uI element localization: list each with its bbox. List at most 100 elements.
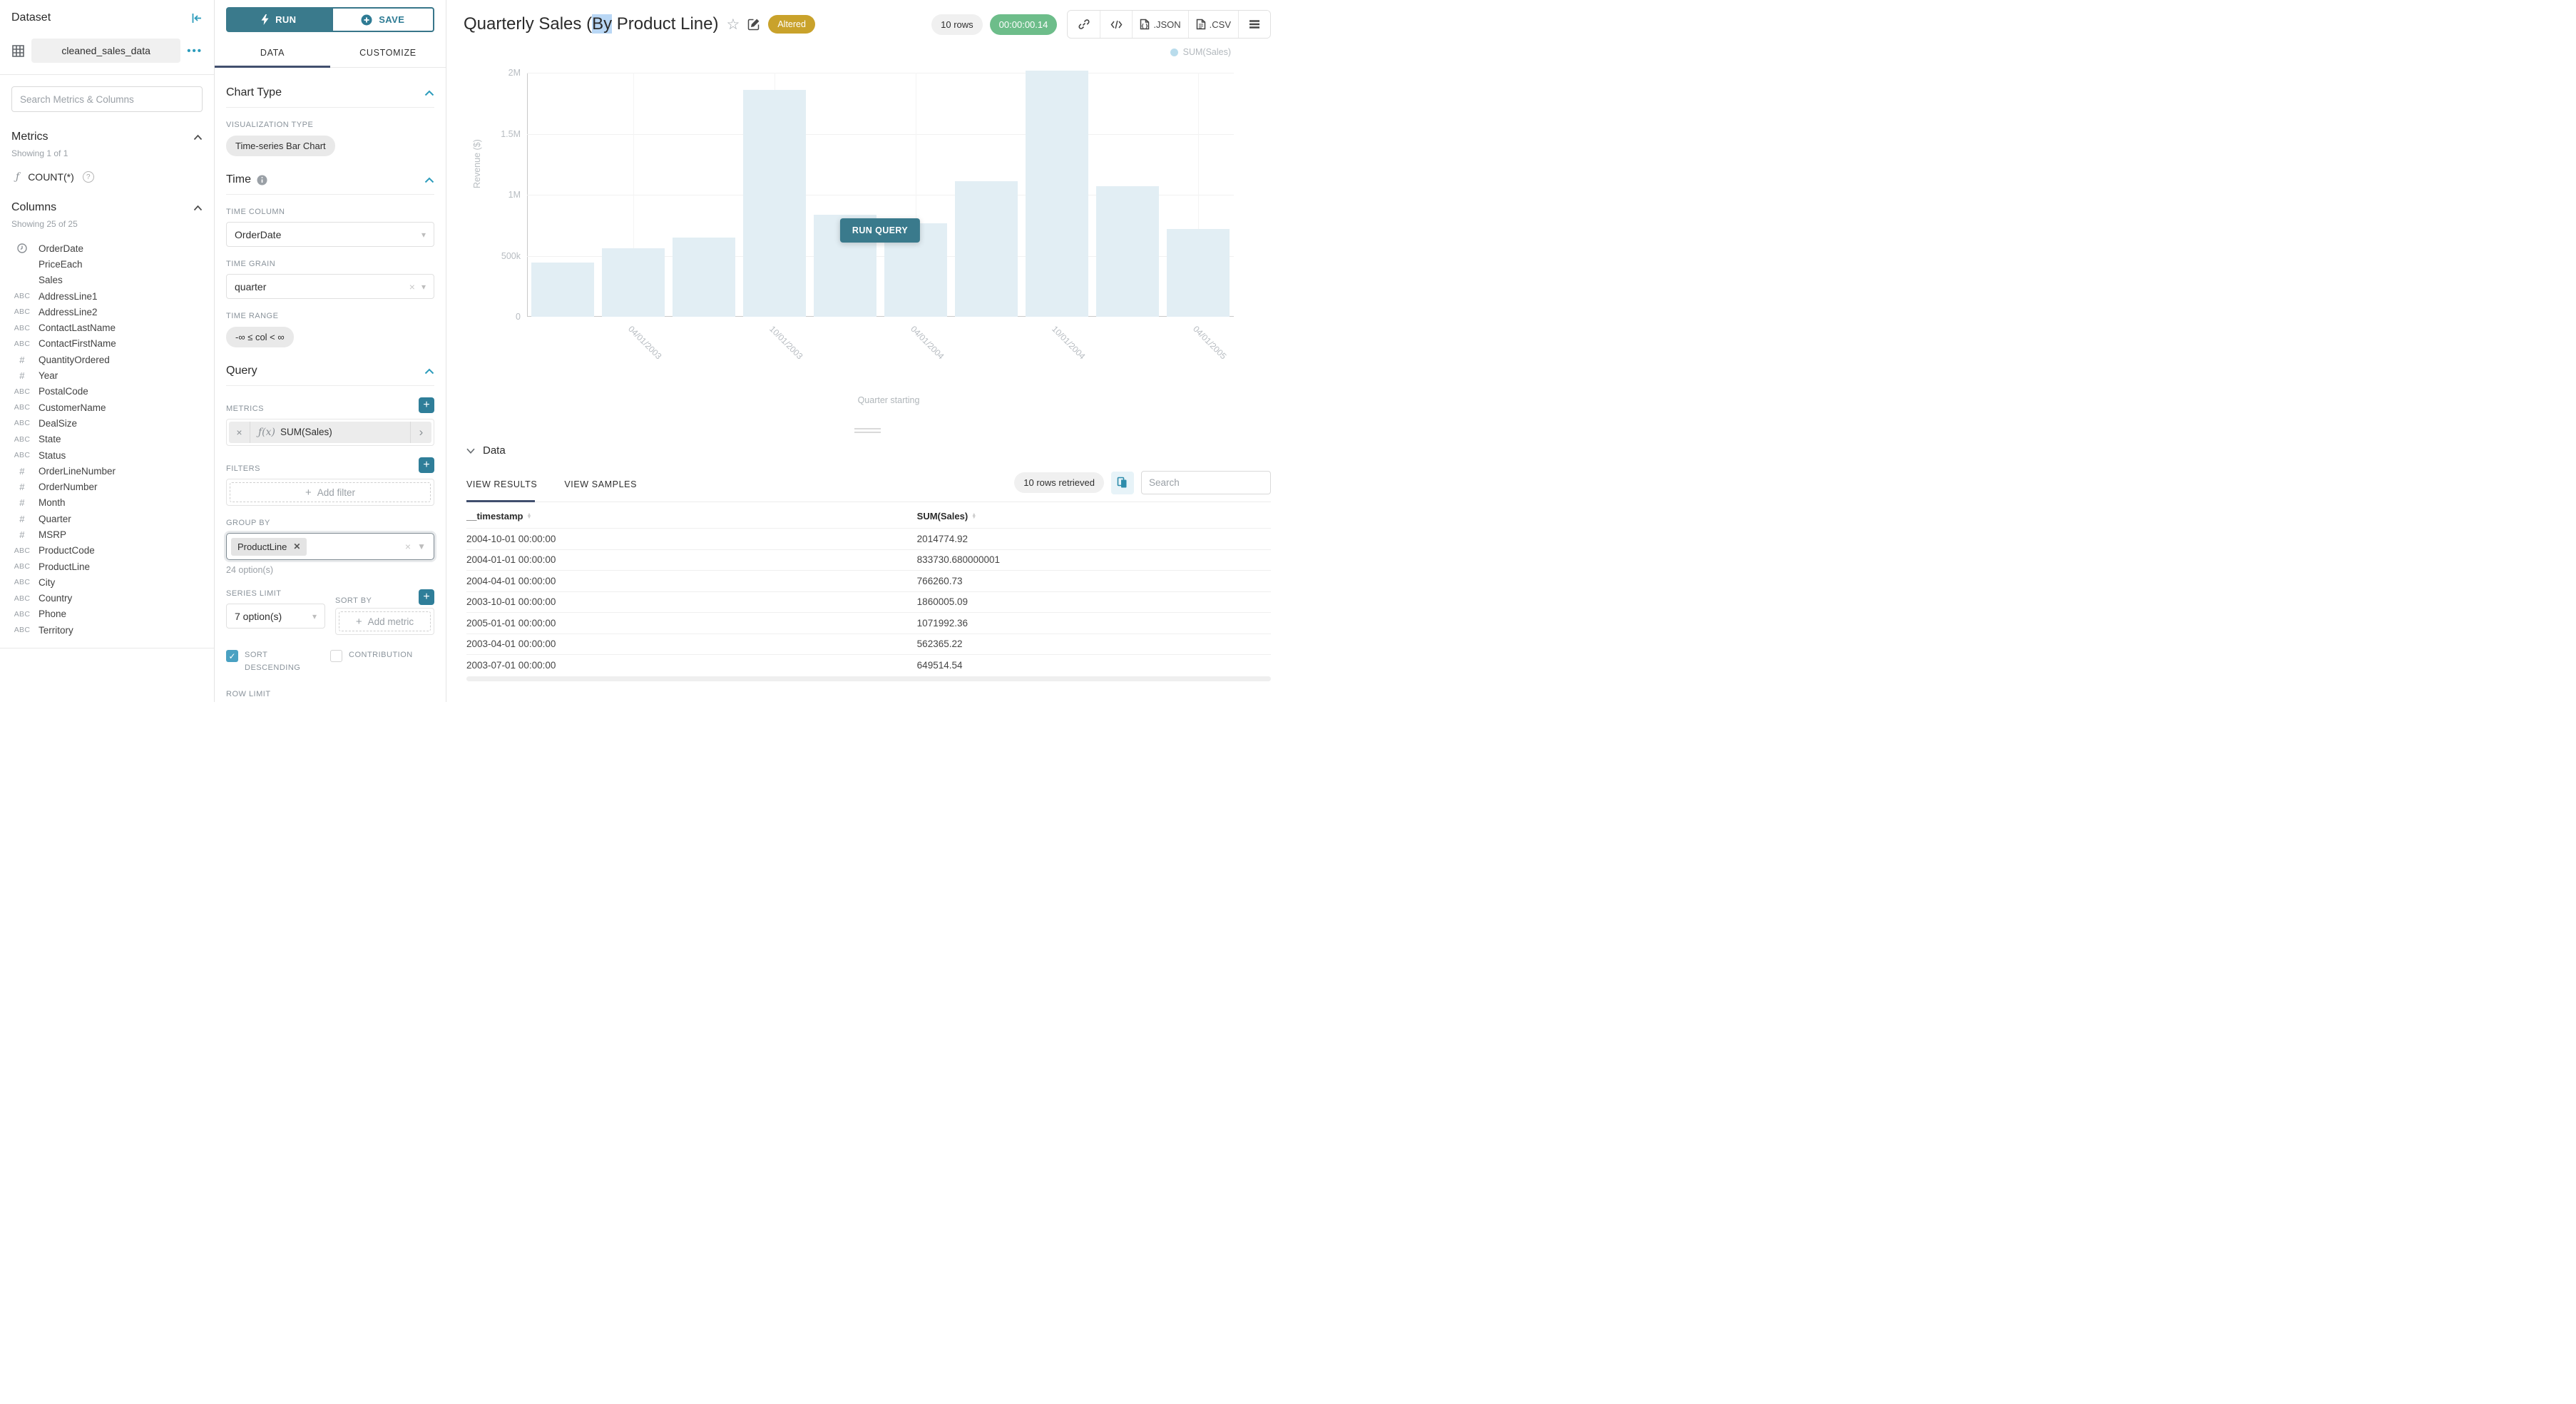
x-axis-line xyxy=(527,316,1234,317)
export-csv-button[interactable]: .CSV xyxy=(1187,11,1238,38)
altered-badge[interactable]: Altered xyxy=(768,15,815,34)
time-section-header[interactable]: Time xyxy=(226,173,434,195)
remove-metric-icon[interactable]: × xyxy=(229,422,250,443)
tab-view-samples[interactable]: VIEW SAMPLES xyxy=(564,479,638,489)
dataset-more-icon[interactable]: ••• xyxy=(187,44,203,57)
help-icon[interactable]: ? xyxy=(82,171,94,183)
column-header-sum-sales[interactable]: SUM(Sales) ▲ ▼ xyxy=(916,511,977,522)
sidebar-search[interactable] xyxy=(11,86,203,112)
column-item[interactable]: ABC ProductCode xyxy=(11,543,203,559)
collapse-sidebar-icon[interactable] xyxy=(190,12,203,24)
abc-type-icon: ABC xyxy=(14,387,31,396)
time-range-pill[interactable]: -∞ ≤ col < ∞ xyxy=(226,327,294,347)
column-item[interactable]: OrderDate xyxy=(11,240,203,256)
column-item[interactable]: # OrderLineNumber xyxy=(11,463,203,479)
metric-item[interactable]: ƒ COUNT(*) ? xyxy=(11,171,203,183)
file-csv-icon xyxy=(1196,19,1205,30)
sort-descending-checkbox[interactable]: ✓ xyxy=(226,650,238,662)
column-item[interactable]: # Year xyxy=(11,367,203,383)
add-filter-dropzone[interactable]: + Add filter xyxy=(230,482,431,502)
column-item[interactable]: ABC AddressLine1 xyxy=(11,288,203,304)
column-item-label: OrderLineNumber xyxy=(39,465,116,477)
clear-icon[interactable]: × xyxy=(404,541,412,552)
column-header-timestamp[interactable]: __timestamp ▲ ▼ xyxy=(466,511,532,522)
remove-tag-icon[interactable]: ✕ xyxy=(293,541,301,551)
contribution-checkbox[interactable] xyxy=(330,650,342,662)
dataset-name[interactable]: cleaned_sales_data xyxy=(31,39,181,63)
tab-customize[interactable]: CUSTOMIZE xyxy=(359,48,416,58)
column-item[interactable]: ABC ProductLine xyxy=(11,559,203,574)
column-item[interactable]: ABC CustomerName xyxy=(11,400,203,415)
chart-menu-button[interactable] xyxy=(1238,11,1270,38)
group-by-select[interactable]: ProductLine ✕ × ▼ xyxy=(226,533,434,560)
panel-resize-handle[interactable] xyxy=(446,426,1288,434)
column-item[interactable]: # MSRP xyxy=(11,526,203,542)
sort-icon[interactable]: ▲ ▼ xyxy=(971,512,977,520)
row-count-pill: 10 rows xyxy=(931,14,983,35)
run-query-button[interactable]: RUN QUERY xyxy=(839,218,921,243)
tab-data[interactable]: DATA xyxy=(260,48,285,58)
favorite-star-icon[interactable]: ☆ xyxy=(726,16,740,33)
collapse-columns-icon[interactable] xyxy=(193,205,203,211)
clear-icon[interactable]: × xyxy=(409,280,415,292)
viz-type-pill[interactable]: Time-series Bar Chart xyxy=(226,136,335,156)
column-item[interactable]: ABC City xyxy=(11,574,203,590)
column-item[interactable]: ABC AddressLine2 xyxy=(11,304,203,320)
column-item[interactable]: ABC Country xyxy=(11,591,203,606)
copy-data-button[interactable] xyxy=(1111,471,1134,494)
column-item[interactable]: ABC DealSize xyxy=(11,415,203,431)
abc-type-icon: ABC xyxy=(14,419,31,428)
edit-title-icon[interactable] xyxy=(747,18,760,31)
column-item[interactable]: ABC Phone xyxy=(11,606,203,622)
query-section-header[interactable]: Query xyxy=(226,365,434,386)
series-limit-select[interactable]: 7 option(s) ▾ xyxy=(226,604,325,629)
sidebar-search-input[interactable] xyxy=(20,93,194,105)
column-item-label: AddressLine1 xyxy=(39,290,98,302)
column-item[interactable]: ABC State xyxy=(11,432,203,447)
column-item-label: Status xyxy=(39,449,66,461)
add-metric-button[interactable]: + xyxy=(419,397,434,413)
expand-metric-icon[interactable]: › xyxy=(410,422,431,443)
chart-type-section-header[interactable]: Chart Type xyxy=(226,86,434,108)
dataset-selector[interactable]: cleaned_sales_data ••• xyxy=(11,39,203,63)
column-item[interactable]: Sales xyxy=(11,273,203,288)
tab-view-results[interactable]: VIEW RESULTS xyxy=(466,479,538,489)
group-by-tag[interactable]: ProductLine ✕ xyxy=(231,537,307,556)
numeric-type-icon: # xyxy=(19,513,25,524)
metric-pill-label[interactable]: SUM(Sales) xyxy=(280,427,332,437)
link-icon xyxy=(1078,19,1090,29)
table-horizontal-scrollbar[interactable] xyxy=(466,676,1271,681)
copy-link-button[interactable] xyxy=(1068,11,1100,38)
column-item[interactable]: # Quarter xyxy=(11,511,203,526)
time-grain-select[interactable]: quarter × ▾ xyxy=(226,274,434,299)
column-item[interactable]: # QuantityOrdered xyxy=(11,352,203,367)
export-json-button[interactable]: .JSON xyxy=(1132,11,1188,38)
column-item[interactable]: PriceEach xyxy=(11,256,203,272)
sort-icon[interactable]: ▲ ▼ xyxy=(526,512,532,520)
column-item[interactable]: ABC PostalCode xyxy=(11,384,203,400)
chart-legend[interactable]: SUM(Sales) xyxy=(1170,47,1231,57)
column-item[interactable]: # OrderNumber xyxy=(11,479,203,494)
save-button[interactable]: SAVE xyxy=(331,7,434,32)
collapse-metrics-icon[interactable] xyxy=(193,134,203,141)
time-column-select[interactable]: OrderDate ▾ xyxy=(226,222,434,247)
embed-code-button[interactable] xyxy=(1100,11,1133,38)
add-sort-metric-button[interactable]: + xyxy=(419,589,434,605)
table-search-input[interactable] xyxy=(1141,471,1271,494)
column-item-label: Year xyxy=(39,370,58,382)
column-item[interactable]: ABC ContactLastName xyxy=(11,320,203,335)
page-title[interactable]: Quarterly Sales (By Product Line) xyxy=(464,14,719,34)
column-item[interactable]: ABC ContactFirstName xyxy=(11,336,203,352)
column-item-label: QuantityOrdered xyxy=(39,354,110,365)
column-item[interactable]: ABC Status xyxy=(11,447,203,463)
chart-bar xyxy=(601,248,665,317)
table-body: 2004-10-01 00:00:00 2014774.92 2004-01-01 … xyxy=(466,528,1271,676)
column-item-label: AddressLine2 xyxy=(39,306,98,317)
add-sort-metric-dropzone[interactable]: + Add metric xyxy=(339,611,431,631)
add-filter-button[interactable]: + xyxy=(419,457,434,473)
run-button[interactable]: RUN xyxy=(226,7,332,32)
column-item[interactable]: # Month xyxy=(11,495,203,511)
data-section-toggle[interactable]: Data xyxy=(466,444,1271,457)
active-tab-underline xyxy=(466,500,535,502)
column-item[interactable]: ABC Territory xyxy=(11,622,203,638)
